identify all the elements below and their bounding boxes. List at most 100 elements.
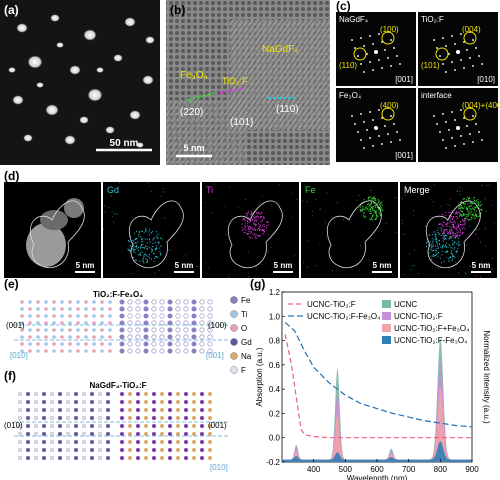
atom [159,306,165,312]
atom [200,432,204,436]
legend-atom-na-icon [230,352,238,360]
atom [100,328,104,332]
legend-atom-label: Gd [241,338,252,347]
emission-series-area [282,441,472,462]
atom [176,440,180,444]
structure-e-right-plane: (100) [208,321,227,330]
diffraction-spot [463,143,465,145]
atom [100,307,104,311]
atom [60,300,64,304]
particle-outline [227,200,283,268]
diffraction-spot [354,47,356,49]
legend-atom-label: Fe [241,296,251,305]
atom [108,321,112,325]
legend-atom-label: F [241,366,246,375]
diffraction-spot [360,63,362,65]
atom [191,348,197,354]
nanoparticle [136,142,144,148]
diffraction-spot [469,133,471,135]
atom [207,327,213,333]
diffraction-spot [372,69,374,71]
atom [33,391,39,397]
eds-element-label: Gd [107,185,119,195]
legend-fill-swatch [382,336,391,344]
atom [135,327,141,333]
atom [73,423,79,429]
atom [191,341,197,347]
atom [84,335,88,339]
eds-element-label: Fe [305,185,316,195]
atom [135,313,141,319]
diffraction-spot [442,63,444,65]
atom [120,432,124,436]
fft-tile: TiO₂:F (004) (101) [010] [418,12,498,86]
atom [152,408,156,412]
atom [160,432,164,436]
atom [44,342,48,346]
legend-atom-gd-icon [230,338,238,346]
diffraction-spot [372,43,374,45]
y-axis-label: Absorption (a.u.) [255,347,264,406]
atom [207,320,213,326]
label-tio2f: TiO₂:F [222,76,248,86]
atom [36,349,40,353]
atom [128,416,132,420]
atom [136,440,140,444]
diffraction-spot [460,59,462,61]
atom [159,348,165,354]
atom [76,335,80,339]
atom [144,408,148,412]
diffraction-spot [442,37,444,39]
structure-e-left-plane: (001) [6,321,25,330]
atom [25,391,31,397]
atom [168,448,172,452]
atom [41,391,47,397]
atom [199,341,205,347]
atom [159,299,165,305]
structure-f-left-plane: (010) [4,421,23,430]
legend-entry-label: UCNC-TiO₂:F-Fe₃O₄ [394,336,467,345]
atom [73,439,79,445]
atom [49,423,55,429]
atom [200,392,204,396]
atom [184,432,188,436]
atom [60,328,64,332]
atom [65,415,71,421]
eds-tile: Merge 5 nm [400,182,498,278]
diffraction-spot [466,125,468,127]
structure-e-lattice [14,299,228,354]
atom [192,408,196,412]
atom [151,327,157,333]
nanoparticle [87,88,103,102]
atom [65,407,71,413]
atom [49,407,55,413]
fft-tile: interface (004)+(400) [418,88,500,162]
atom [144,432,148,436]
panel-g: (g) 400 500 600 700 800 900 -0.2 0.0 0.2 0.4 0.6 0.… [250,277,491,480]
diffraction-spot [439,131,441,133]
atom [160,440,164,444]
atom [136,408,140,412]
diffraction-spot [475,47,477,49]
atom [176,424,180,428]
atom [36,342,40,346]
atom [127,299,133,305]
atom [176,408,180,412]
plane-110: (110) [276,104,299,115]
diffraction-spot [469,57,471,59]
atom [160,400,164,404]
atom [25,431,31,437]
atom [28,342,32,346]
atom [191,313,197,319]
atom [136,400,140,404]
fft-tile: NaGdF₄ (100) (110) [001] [336,12,416,86]
structure-f-zone: [010] [210,463,228,472]
diffraction-spot [472,65,474,67]
atom [144,424,148,428]
legend-entry-label: UCNC [394,300,417,309]
atom [92,342,96,346]
atom [144,416,148,420]
nanoparticle [105,126,115,134]
atom [119,327,125,333]
atom [200,440,204,444]
